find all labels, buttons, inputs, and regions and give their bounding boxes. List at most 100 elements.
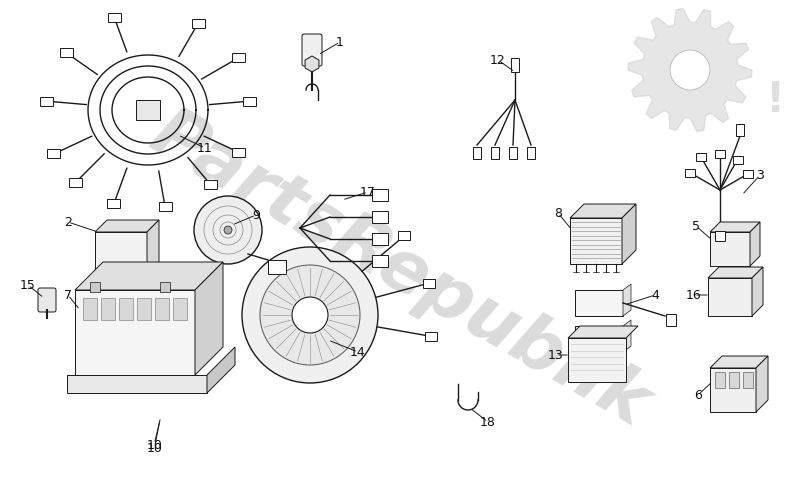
- Polygon shape: [95, 220, 159, 232]
- Bar: [743, 372, 753, 388]
- Text: 16: 16: [686, 289, 702, 301]
- Bar: [425, 332, 437, 341]
- Bar: [40, 97, 53, 106]
- Text: 8: 8: [554, 206, 562, 220]
- Bar: [570, 218, 622, 264]
- Text: 14: 14: [350, 345, 366, 359]
- Bar: [101, 298, 115, 320]
- Bar: [155, 298, 169, 320]
- Bar: [733, 156, 742, 164]
- Bar: [243, 97, 256, 106]
- Polygon shape: [623, 284, 631, 316]
- Circle shape: [292, 297, 328, 333]
- Bar: [136, 100, 160, 120]
- Text: 9: 9: [252, 209, 260, 221]
- Bar: [268, 260, 286, 274]
- Bar: [70, 177, 82, 187]
- Bar: [715, 372, 725, 388]
- Bar: [491, 147, 499, 159]
- Bar: [736, 124, 744, 136]
- Bar: [372, 233, 388, 245]
- Bar: [473, 147, 481, 159]
- FancyBboxPatch shape: [302, 34, 322, 66]
- Text: 12: 12: [490, 53, 506, 67]
- Bar: [715, 231, 725, 241]
- Polygon shape: [207, 347, 235, 393]
- Bar: [160, 282, 170, 292]
- Bar: [75, 290, 195, 375]
- Polygon shape: [710, 356, 768, 368]
- Text: 2: 2: [64, 216, 72, 228]
- Bar: [372, 255, 388, 267]
- Bar: [231, 53, 245, 63]
- Polygon shape: [568, 326, 638, 338]
- Bar: [372, 211, 388, 223]
- Text: 4: 4: [651, 289, 659, 301]
- Bar: [232, 148, 245, 157]
- Text: 6: 6: [694, 389, 702, 401]
- Polygon shape: [570, 204, 636, 218]
- Bar: [398, 231, 410, 241]
- Bar: [708, 278, 752, 316]
- Bar: [95, 232, 147, 274]
- Bar: [372, 189, 388, 201]
- Text: 17: 17: [360, 186, 376, 198]
- Bar: [666, 314, 676, 326]
- Polygon shape: [628, 8, 752, 132]
- Bar: [729, 372, 739, 388]
- Bar: [715, 150, 725, 158]
- Text: PartsRepublik: PartsRepublik: [138, 99, 662, 441]
- Bar: [742, 170, 753, 178]
- FancyBboxPatch shape: [38, 288, 56, 312]
- Text: 5: 5: [692, 220, 700, 232]
- Bar: [59, 48, 73, 57]
- Text: !: !: [766, 79, 785, 121]
- Circle shape: [260, 265, 360, 365]
- Text: 15: 15: [20, 278, 36, 292]
- Polygon shape: [756, 356, 768, 412]
- Circle shape: [194, 196, 262, 264]
- Bar: [423, 279, 435, 288]
- Polygon shape: [147, 220, 159, 274]
- Bar: [710, 232, 750, 266]
- Bar: [568, 338, 626, 382]
- Text: 11: 11: [197, 142, 213, 154]
- Text: 1: 1: [336, 35, 344, 49]
- Text: 18: 18: [480, 416, 496, 428]
- Text: 10: 10: [147, 441, 163, 455]
- Text: 13: 13: [548, 348, 564, 362]
- Text: 3: 3: [756, 169, 764, 181]
- Bar: [119, 298, 133, 320]
- Circle shape: [224, 226, 232, 234]
- Bar: [173, 298, 187, 320]
- Bar: [509, 147, 517, 159]
- Polygon shape: [750, 222, 760, 266]
- Polygon shape: [622, 204, 636, 264]
- Bar: [191, 19, 205, 28]
- Circle shape: [670, 50, 710, 90]
- Bar: [158, 202, 171, 211]
- Bar: [575, 290, 623, 316]
- Polygon shape: [710, 222, 760, 232]
- Bar: [67, 375, 207, 393]
- Bar: [696, 153, 706, 161]
- Polygon shape: [305, 56, 319, 72]
- Bar: [575, 326, 623, 352]
- Polygon shape: [623, 320, 631, 352]
- Bar: [47, 149, 60, 158]
- Bar: [83, 298, 97, 320]
- Bar: [137, 298, 151, 320]
- Bar: [511, 58, 519, 72]
- Bar: [107, 199, 120, 208]
- Polygon shape: [195, 262, 223, 375]
- Bar: [527, 147, 535, 159]
- Bar: [710, 368, 756, 412]
- Bar: [108, 13, 121, 23]
- Circle shape: [242, 247, 378, 383]
- Bar: [685, 169, 694, 176]
- Polygon shape: [75, 262, 223, 290]
- Polygon shape: [752, 267, 763, 316]
- Polygon shape: [708, 267, 763, 278]
- Text: 10: 10: [147, 439, 163, 451]
- Bar: [204, 180, 217, 189]
